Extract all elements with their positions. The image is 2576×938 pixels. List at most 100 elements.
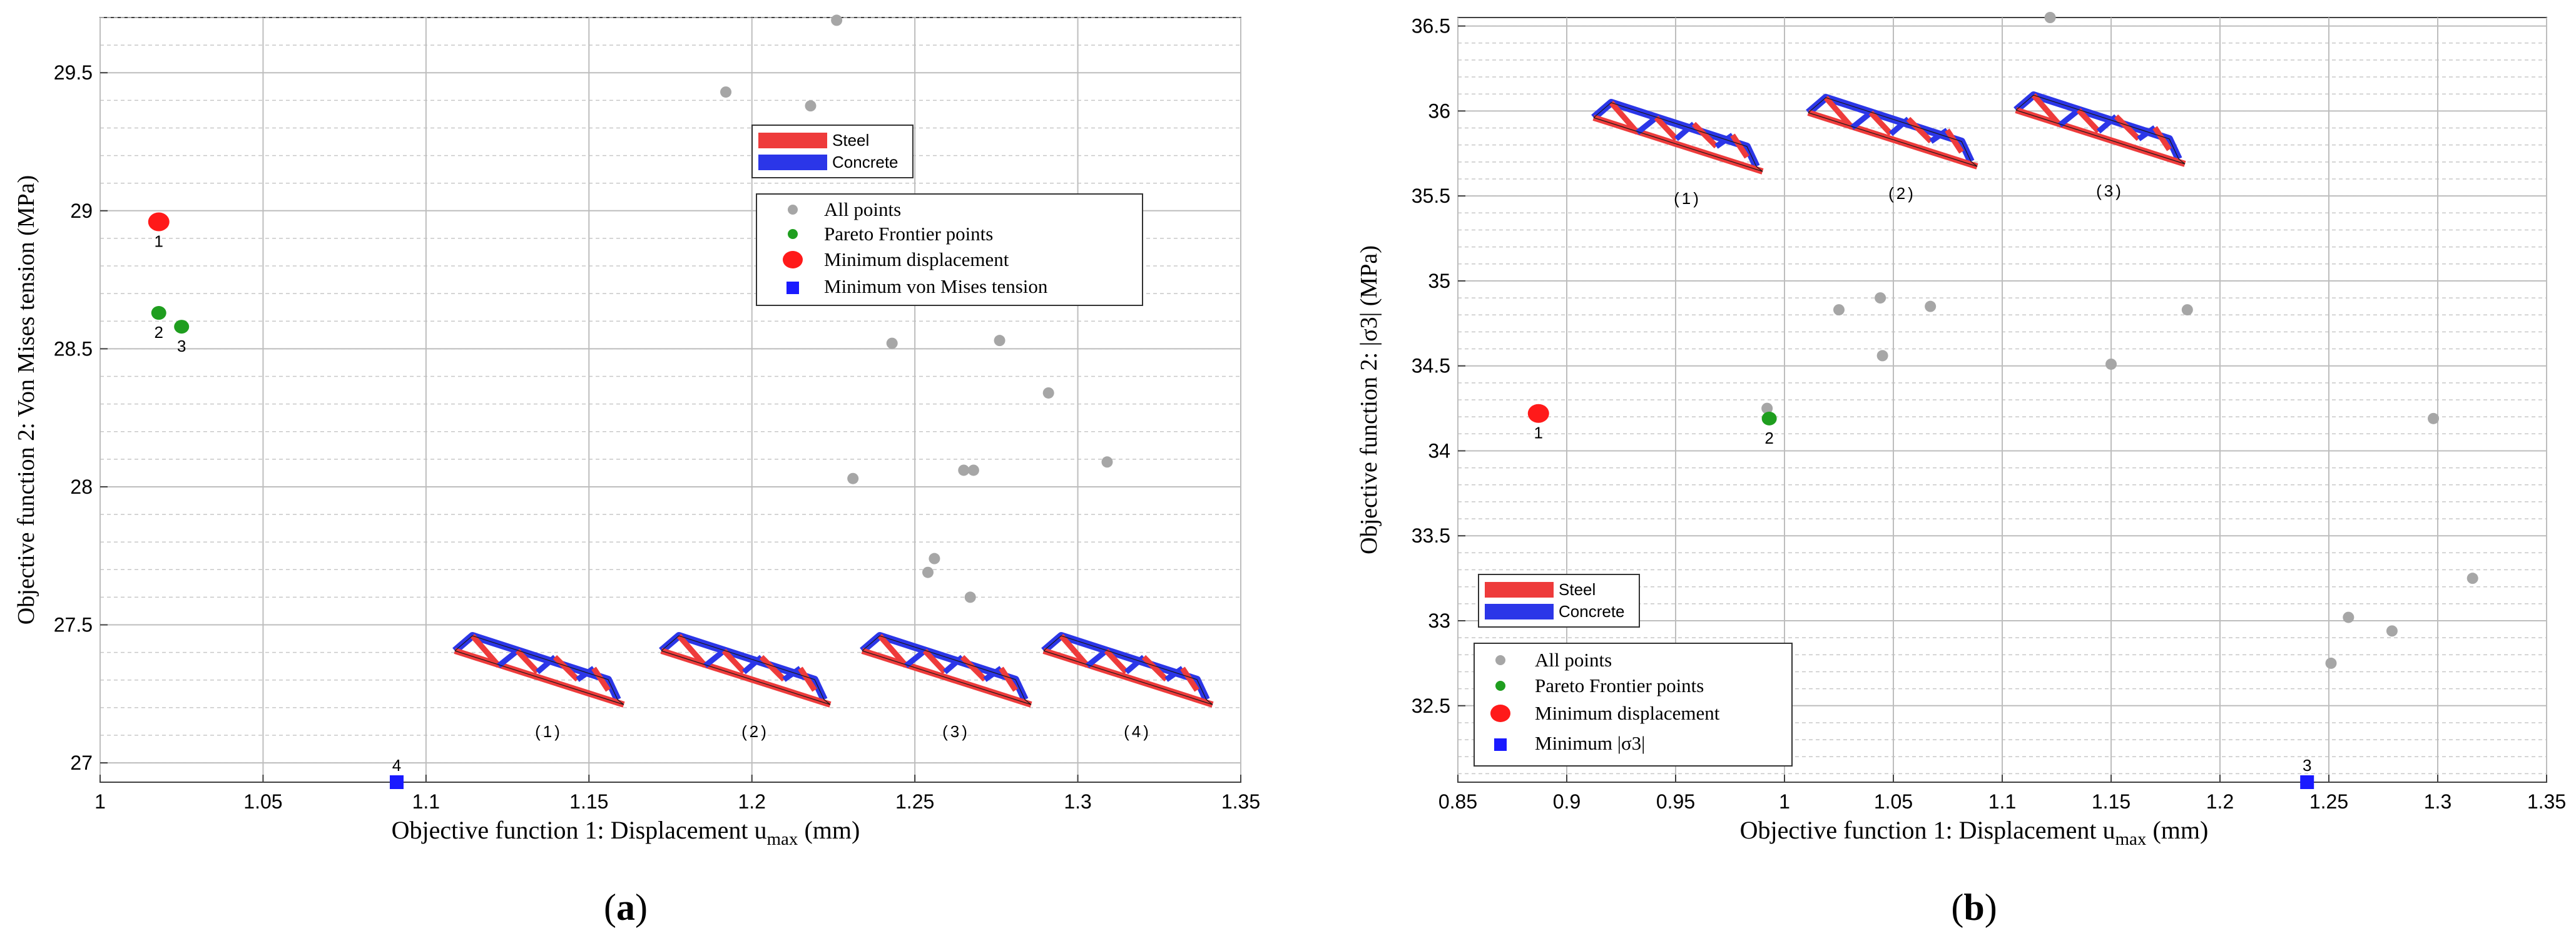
steel-swatch: [758, 133, 827, 148]
point-label: 1: [155, 232, 163, 250]
point-label: 3: [177, 337, 186, 355]
truss-web-member: [2058, 108, 2080, 128]
truss-inset: (1): [1591, 99, 1764, 208]
panel-b-material-legend: Steel Concrete: [1478, 574, 1640, 628]
truss-web-member: [1086, 648, 1108, 668]
x-tick-label: 1.2: [2206, 790, 2234, 813]
minimum-displacement-point: [148, 212, 170, 232]
pareto-frontier-points-point: [151, 306, 166, 320]
truss-web-member: [742, 655, 763, 675]
truss-web-member: [1141, 655, 1169, 682]
truss-web-member: [759, 655, 787, 682]
panel-b-label: (b): [1951, 887, 1997, 928]
truss-web-member: [2097, 114, 2118, 134]
truss-inset-label: (3): [942, 722, 970, 741]
truss-outline: [454, 635, 624, 705]
truss-outline: [1043, 635, 1213, 705]
truss-web-member: [591, 666, 611, 692]
pareto-frontier-points-point: [174, 320, 190, 334]
y-tick-label: 27.5: [54, 614, 93, 636]
all-points-point: [964, 591, 976, 603]
y-tick-label: 33.5: [1412, 524, 1450, 547]
y-tick-label: 29.5: [54, 61, 93, 84]
truss-outline: [2015, 94, 2186, 165]
all-points-point: [805, 100, 817, 112]
x-tick-label: 1.3: [1064, 790, 1091, 813]
concrete-swatch: [758, 155, 827, 170]
truss-outline: [661, 635, 831, 705]
truss-outline: [1593, 102, 1763, 172]
truss-web-member: [515, 648, 540, 675]
panel-a-plot-area: [99, 17, 1241, 783]
x-tick-label: 1.3: [2424, 790, 2451, 813]
truss-web-member: [703, 648, 726, 668]
all-points-point: [2386, 625, 2398, 637]
legend-pareto-points: Pareto Frontier points: [824, 223, 993, 245]
panel-b-grid: [1457, 18, 2547, 782]
x-tick-label: 1: [1779, 790, 1790, 813]
truss-web-member: [1124, 655, 1146, 675]
steel-swatch: [1485, 582, 1554, 598]
all-points-point: [1875, 292, 1886, 304]
all-points-point: [929, 553, 940, 564]
y-tick-label: 36: [1428, 99, 1450, 122]
all-points-point: [967, 464, 979, 476]
truss-web-member: [1730, 133, 1749, 159]
y-tick-label: 29: [70, 200, 93, 222]
panel-a-legend: All points Pareto Frontier points Minimu…: [756, 193, 1143, 306]
truss-web-member: [2137, 125, 2157, 141]
panel-b-y-ticks: 32.5 33 33.5 34 34.5 35 35.5 36 36.5: [1412, 15, 1465, 717]
x-tick-label: 1.35: [1221, 790, 1260, 813]
truss-web-member: [1609, 101, 1640, 135]
panel-b-x-ticks: 0.85 0.9 0.95 1 1.05 1.1 1.15 1.2 1.25 1.3 1.35: [1438, 775, 2566, 813]
legend-min-displacement: Minimum displacement: [1535, 702, 1720, 724]
x-tick-label: 1.1: [1988, 790, 2016, 813]
all-points-point: [922, 566, 934, 578]
x-tick-label: 1.15: [569, 790, 608, 813]
point-label: 2: [1764, 429, 1773, 447]
panel-a-chart: 1 1.05 1.1 1.15 1.2 1.25 1.3 1.35 2727.52828.52…: [13, 14, 1260, 928]
truss-outline: [862, 635, 1032, 705]
truss-web-member: [1674, 121, 1696, 141]
legend-all-points: All points: [824, 198, 901, 220]
all-points-point: [2181, 304, 2193, 316]
point-label: 4: [392, 756, 401, 775]
panel-a-x-axis-label: Objective function 1: Displacement umax …: [392, 816, 860, 849]
pareto-frontier-points-point: [1761, 411, 1777, 426]
truss-inset-label: (3): [2096, 181, 2124, 200]
truss-inset: (2): [1806, 94, 1978, 203]
all-points-point: [886, 337, 898, 349]
x-tick-label: 1.25: [895, 790, 934, 813]
legend-all-points: All points: [1535, 649, 1612, 671]
panel-b-legend: All points Pareto Frontier points Minimu…: [1474, 643, 1793, 767]
truss-web-member: [536, 655, 557, 675]
truss-web-member: [1180, 666, 1199, 692]
truss-inset: (3): [860, 632, 1032, 741]
truss-web-member: [1654, 115, 1679, 141]
truss-web-member: [721, 648, 746, 675]
y-tick-label: 27: [70, 752, 93, 774]
x-tick-label: 1.05: [243, 790, 282, 813]
truss-web-member: [1104, 648, 1129, 675]
truss-web-member: [877, 634, 909, 668]
legend-pareto-points: Pareto Frontier points: [1535, 675, 1704, 696]
all-points-point: [1761, 402, 1773, 414]
truss-web-member: [1823, 96, 1855, 130]
all-points-point: [2467, 573, 2478, 584]
truss-web-member: [1929, 128, 1949, 144]
truss-web-member: [470, 634, 501, 668]
all-points-point: [958, 464, 970, 476]
truss-web-member: [1164, 666, 1184, 682]
panel-a-x-ticks: 1 1.05 1.1 1.15 1.2 1.25 1.3 1.35: [94, 775, 1260, 813]
legend-min-von-mises: Minimum von Mises tension: [824, 275, 1048, 297]
x-tick-label: 1.05: [1874, 790, 1913, 813]
truss-inset-label: (1): [1674, 189, 1701, 208]
x-tick-label: 1.15: [2092, 790, 2131, 813]
truss-web-member: [1850, 110, 1873, 130]
y-tick-label: 36.5: [1412, 15, 1450, 38]
all-points-point: [1042, 387, 1054, 399]
x-tick-label: 0.85: [1438, 790, 1477, 813]
minimum-3-point: [2300, 775, 2314, 789]
y-tick-label: 28: [70, 476, 93, 498]
truss-inset-label: (4): [1124, 722, 1151, 741]
